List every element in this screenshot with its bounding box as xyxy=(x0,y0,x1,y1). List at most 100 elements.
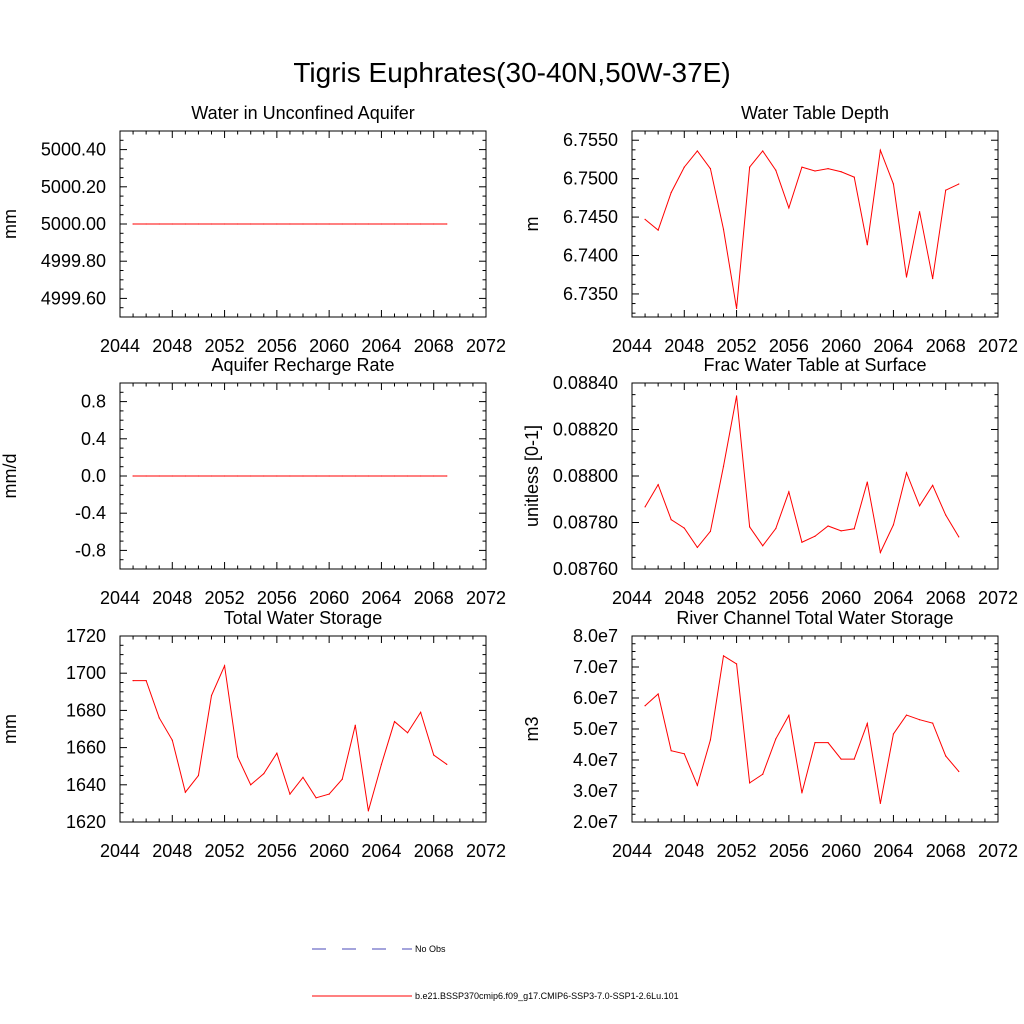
data-point xyxy=(722,465,725,467)
data-point xyxy=(945,189,947,191)
data-point xyxy=(289,793,291,795)
data-point xyxy=(958,536,960,538)
data-point xyxy=(420,711,422,713)
data-point xyxy=(184,791,186,793)
y-tick-label: 1660 xyxy=(66,738,106,758)
legend: No Obs b.e21.BSSP370cmip6.f09_g17.CMIP6-… xyxy=(312,944,679,1001)
legend-entry-no-obs: No Obs xyxy=(312,944,446,954)
plot-frame xyxy=(119,635,487,823)
plot-frame xyxy=(631,130,999,318)
data-point xyxy=(932,722,934,724)
data-point xyxy=(657,484,659,486)
data-point xyxy=(801,792,803,794)
data-point xyxy=(853,758,855,760)
data-point xyxy=(145,223,147,225)
panel-aquifer-water: Water in Unconfined Aquifer mm 2044 2048 205… xyxy=(0,103,506,356)
x-tick-label: 2052 xyxy=(205,336,245,356)
panel-title: River Channel Total Water Storage xyxy=(676,608,953,628)
data-point xyxy=(132,223,134,225)
data-point xyxy=(762,545,764,547)
x-tick-label: 2064 xyxy=(361,841,401,861)
data-point xyxy=(788,491,790,493)
y-tick-label: 6.7550 xyxy=(563,130,618,150)
y-tick-label: 0.08820 xyxy=(553,420,618,440)
data-point xyxy=(158,223,160,225)
data-point xyxy=(879,149,881,151)
data-point xyxy=(788,207,790,209)
data-point xyxy=(853,176,855,178)
data-point xyxy=(197,223,200,225)
data-point xyxy=(380,475,383,477)
data-point xyxy=(905,276,908,278)
data-point xyxy=(341,475,343,477)
data-point xyxy=(814,170,816,172)
data-point xyxy=(406,732,409,734)
data-point xyxy=(197,475,200,477)
y-tick-label: -0.4 xyxy=(75,503,106,523)
y-tick-label: 4999.80 xyxy=(41,251,106,271)
data-point xyxy=(171,475,173,477)
data-point xyxy=(892,524,895,526)
data-point xyxy=(171,739,173,741)
data-point xyxy=(840,758,842,760)
data-point xyxy=(158,475,160,477)
data-point xyxy=(184,475,186,477)
data-point xyxy=(892,183,895,185)
x-tick-label: 2060 xyxy=(821,588,861,608)
data-point xyxy=(210,223,213,225)
data-point xyxy=(276,475,278,477)
x-tick-label: 2056 xyxy=(257,841,297,861)
x-tick-label: 2064 xyxy=(873,841,913,861)
x-tick-label: 2052 xyxy=(717,336,757,356)
data-point xyxy=(145,680,147,682)
data-point xyxy=(433,754,435,756)
panel-frac-water-table: Frac Water Table at Surface unitless [0-1… xyxy=(522,355,1018,608)
data-point xyxy=(762,150,764,152)
y-tick-label: 6.7400 xyxy=(563,246,618,266)
y-tick-label: 0.8 xyxy=(81,392,106,412)
data-point xyxy=(670,750,672,752)
data-point xyxy=(918,719,921,721)
data-point xyxy=(145,475,147,477)
data-point xyxy=(302,223,304,225)
data-point xyxy=(932,277,934,280)
data-point xyxy=(749,782,751,784)
y-tick-label: 1620 xyxy=(66,812,106,832)
y-tick-label: 1640 xyxy=(66,775,106,795)
data-point xyxy=(683,753,685,755)
data-point xyxy=(433,475,435,477)
y-tick-label: 8.0e7 xyxy=(573,626,618,646)
data-point xyxy=(945,755,947,757)
data-point xyxy=(709,739,712,741)
data-point xyxy=(263,223,265,225)
data-point xyxy=(197,774,200,777)
y-tick-label: 2.0e7 xyxy=(573,812,618,832)
data-point xyxy=(866,722,868,725)
x-tick-label: 2060 xyxy=(309,336,349,356)
data-point xyxy=(749,526,751,528)
data-point xyxy=(315,475,317,477)
data-point xyxy=(892,733,895,735)
plot-frame xyxy=(631,635,999,823)
y-axis-label: mm xyxy=(0,714,20,744)
y-tick-label: 3.0e7 xyxy=(573,781,618,801)
data-point xyxy=(722,228,725,230)
x-tick-label: 2056 xyxy=(769,841,809,861)
data-point xyxy=(132,680,134,682)
y-axis-label: mm/d xyxy=(0,454,20,499)
x-tick-label: 2068 xyxy=(414,336,454,356)
data-point xyxy=(406,223,409,225)
data-point xyxy=(775,738,777,740)
data-point xyxy=(945,514,947,516)
panel-recharge-rate: Aquifer Recharge Rate mm/d 2044 2048 2052 205… xyxy=(0,355,506,608)
x-tick-label: 2072 xyxy=(978,336,1018,356)
y-tick-label: 6.7450 xyxy=(563,207,618,227)
data-point xyxy=(210,475,213,477)
x-tick-label: 2056 xyxy=(769,336,809,356)
panel-water-table-depth: Water Table Depth m 2044 2048 2052 2056 2060 20… xyxy=(522,103,1018,356)
data-point xyxy=(879,551,881,554)
data-point xyxy=(932,484,934,486)
data-point xyxy=(446,223,448,225)
data-point xyxy=(709,168,712,170)
